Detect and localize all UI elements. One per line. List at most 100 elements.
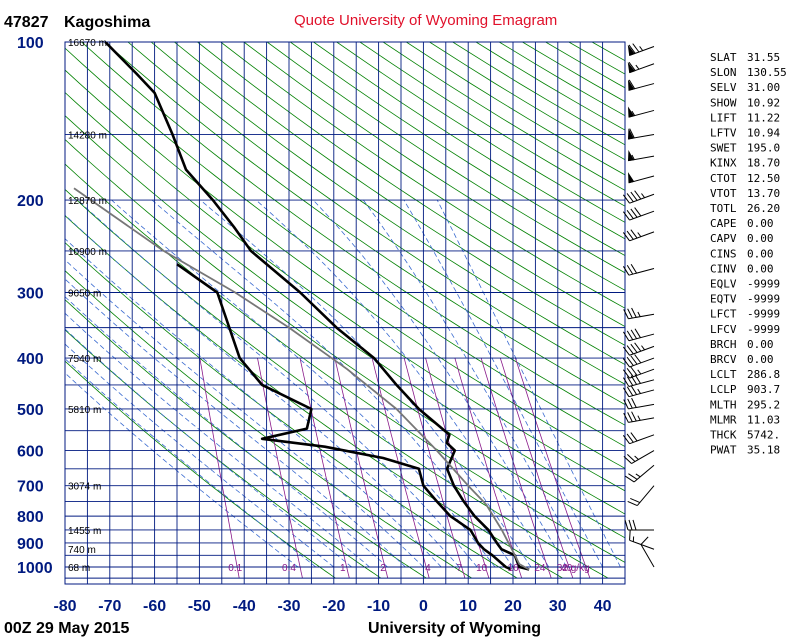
dry-adiabat-line [220,42,625,309]
wind-barb-full [627,398,633,409]
index-key: MLMR [710,413,737,426]
pressure-tick-label: 300 [17,285,44,302]
mixing-ratio-label: g/kg [571,563,590,574]
mixing-ratio-label: 4 [425,563,431,574]
wind-barb-full [626,356,634,366]
dry-adiabat-line [197,42,625,327]
pressure-tick-label: 100 [17,35,44,52]
wind-barb-full [630,229,638,239]
mixing-ratio-label: 16 [507,563,519,574]
wind-barb-flag [628,79,635,91]
wind-barb [622,385,655,398]
height-label: 68 m [68,563,90,574]
dry-adiabat-line [65,242,518,579]
wind-barb-full [623,309,629,319]
wind-barb-full [628,473,638,480]
wind-barb-full [631,397,637,408]
pressure-tick-label: 400 [17,351,44,368]
wind-barbs [622,43,655,568]
wind-barb-full [626,210,634,219]
index-key: CINS [710,247,737,260]
wind-barb-full [626,433,634,443]
index-value: 0.00 [747,353,774,366]
height-label: 5810 m [68,405,101,416]
moist-adiabat-line [65,312,370,568]
mixing-ratio-label: 32 [557,563,569,574]
index-value: 11.22 [747,111,780,124]
wind-barb-full [626,330,634,341]
index-key: EQTV [710,293,737,306]
mixing-ratio-line [199,358,240,579]
dry-adiabat-line [65,91,625,492]
wind-barb [628,106,655,118]
wind-barb-full [630,375,638,385]
wind-barb-full [634,354,642,364]
wind-barb-staff [629,193,655,204]
index-value: 11.03 [747,413,780,426]
temperature-tick-label: 0 [419,598,428,615]
moist-adiabat-line [362,199,586,568]
wind-barb-full [622,346,630,356]
wind-barb [625,464,655,483]
index-value: 10.94 [747,127,780,140]
index-key: TOTL [710,202,737,215]
mixing-ratio-label: 0.1 [228,563,242,574]
wind-barb [622,342,655,356]
wind-barb-full [626,230,634,240]
index-value: 12.50 [747,172,780,185]
footer-time: 00Z 29 May 2015 [4,620,130,637]
moist-adiabat-line [200,199,532,568]
wind-barb [622,354,655,368]
index-value: 0.00 [747,338,774,351]
mixing-ratio-label: 40 [561,563,573,574]
index-key: LIFT [710,111,737,124]
mixing-ratio-line [515,357,591,579]
wind-barb [622,263,655,276]
wind-barb-full [624,519,629,531]
wind-barb [622,374,655,388]
wind-barb-full [626,193,634,203]
mixing-ratio-label: 2 [380,563,386,574]
wind-barb-full [626,345,634,355]
wind-barb-full [630,432,638,442]
moist-adiabat-line [65,372,299,568]
index-value: -9999 [747,278,780,291]
index-key: CAPE [710,217,737,230]
dry-adiabat-line [104,42,625,406]
dry-adiabat-line [65,69,625,469]
wind-barb-staff [640,544,655,568]
index-value: 903.7 [747,383,780,396]
dry-adiabat-line [65,115,625,515]
index-key: BRCH [710,338,737,351]
index-key: LFCT [710,308,737,321]
mixing-ratio-label: 24 [534,563,546,574]
temperature-tick-label: -80 [53,598,76,615]
temperature-tick-label: 30 [549,598,567,615]
wind-barb-staff [628,389,655,398]
wind-barb-full [623,412,629,423]
index-value: -9999 [747,308,780,321]
mixing-ratio-line [257,358,303,579]
station-name: Kagoshima [64,14,150,31]
wind-barb-staff [628,333,655,342]
index-key: EQLV [710,278,737,291]
pressure-tick-label: 900 [17,536,44,553]
temperature-tick-label: -40 [233,598,256,615]
wind-barb-full [623,399,629,410]
dry-adiabat-line [243,42,625,291]
index-key: SWET [710,142,737,155]
wind-barb [627,150,655,162]
pressure-tick-label: 200 [17,193,44,210]
index-value: 13.70 [747,187,780,200]
dry-adiabat-line [429,42,625,161]
wind-barb-half [635,64,640,70]
index-key: CAPV [710,232,737,245]
index-key: SLON [710,66,737,79]
index-value: 18.70 [747,157,780,170]
mixing-ratio-line [371,358,430,579]
wind-barb [627,43,655,56]
wind-barb-half [637,311,641,317]
pressure-tick-label: 1000 [17,560,53,577]
index-key: LCLP [710,383,737,396]
